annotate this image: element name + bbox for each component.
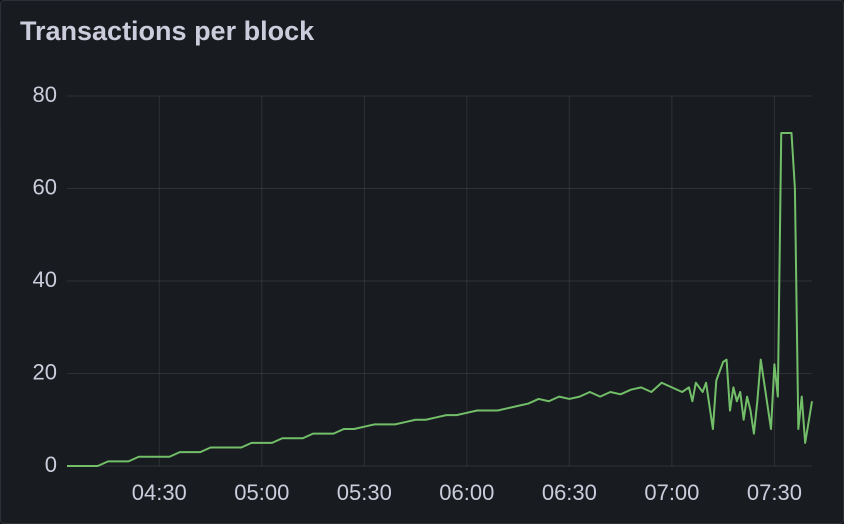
data-line — [67, 132, 813, 467]
y-tick-label: 0 — [45, 452, 57, 477]
x-tick-label: 04:30 — [132, 480, 187, 505]
y-tick-label: 80 — [33, 82, 57, 107]
y-tick-label: 20 — [33, 359, 57, 384]
x-tick-label: 07:30 — [747, 480, 802, 505]
x-tick-label: 05:30 — [337, 480, 392, 505]
chart-title: Transactions per block — [20, 16, 315, 46]
x-tick-label: 07:00 — [644, 480, 699, 505]
x-tick-label: 06:00 — [439, 480, 494, 505]
x-tick-label: 06:30 — [542, 480, 597, 505]
y-tick-label: 40 — [33, 267, 57, 292]
y-tick-label: 60 — [33, 174, 57, 199]
x-tick-label: 05:00 — [234, 480, 289, 505]
